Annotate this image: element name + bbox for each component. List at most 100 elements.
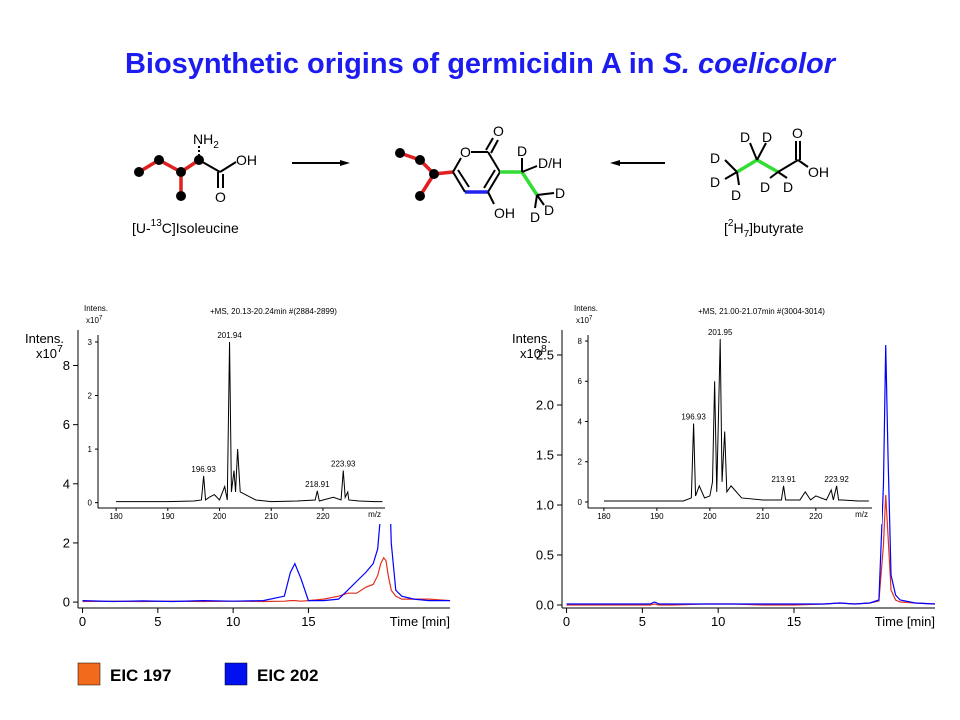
caption-part: H [733, 220, 743, 236]
bond [536, 192, 555, 196]
x-tick-label: 5 [154, 614, 161, 629]
y-tick-label: 6 [63, 417, 70, 432]
y-tick-label: 6 [578, 377, 583, 386]
y-tick-label: 2 [578, 458, 583, 467]
y-axis-label: Intens. [574, 304, 598, 313]
y-tick-label: 1 [88, 445, 93, 454]
y-tick-label: 0.5 [536, 548, 554, 563]
y-tick-label: 2 [63, 535, 70, 550]
subscript: 2 [213, 140, 219, 151]
atom-label: OH [236, 152, 257, 168]
x-tick-label: 0 [79, 614, 86, 629]
arrow [292, 160, 350, 166]
trace-line [82, 356, 450, 603]
atom-label: D [517, 143, 527, 159]
chromatogram: 0.00.51.01.52.02.50 5 10 15Intens.x108Time … [512, 330, 936, 629]
atom-label: D [731, 187, 741, 203]
x-tick-label: 190 [650, 512, 664, 521]
bond [769, 171, 779, 179]
peak-label: 213.91 [771, 475, 796, 484]
inset-background [84, 289, 395, 524]
bond [797, 159, 809, 168]
y-axis-label: Intens. [512, 331, 551, 346]
atom [395, 148, 405, 158]
bond [490, 139, 499, 154]
atom-label: OH [808, 164, 829, 180]
scale-exponent: 7 [589, 314, 593, 321]
superscript: 13 [151, 218, 163, 229]
x-tick-label: 10 [226, 614, 240, 629]
bond [487, 191, 495, 205]
trace-line [566, 344, 936, 605]
y-axis-scale: x107 [576, 314, 593, 325]
bond [520, 171, 539, 196]
y-tick-label: 0 [88, 498, 93, 507]
atom-label: NH2 [193, 131, 219, 151]
y-tick-label: 8 [578, 337, 583, 346]
bond [485, 137, 494, 151]
arrow [610, 160, 665, 166]
bond [536, 194, 545, 206]
arrow-head [610, 160, 620, 166]
peak-label: 223.92 [824, 475, 849, 484]
x-tick-label: 220 [809, 512, 823, 521]
bond [724, 171, 738, 180]
title-organism: S. coelicolor [663, 48, 837, 80]
atom-label: D [555, 185, 565, 201]
butyrate-structure: D D D D D D D O OH [2H7]butyrate [710, 125, 829, 240]
y-tick-label: 4 [578, 417, 583, 426]
x-tick-label: 200 [213, 512, 227, 521]
y-axis-scale: x108 [520, 344, 547, 361]
atom-label: D [710, 174, 720, 190]
atom-label: O [493, 123, 504, 139]
atom [429, 169, 439, 179]
atom-label: D [783, 179, 793, 195]
y-tick-label: 2.0 [536, 398, 554, 413]
slide-title: Biosynthetic origins of germicidin A in … [125, 48, 837, 80]
x-axis-label: Time [min] [875, 614, 935, 629]
y-tick-label: 0 [63, 595, 70, 610]
bond [724, 159, 738, 173]
x-tick-label: 220 [316, 512, 330, 521]
x-tick-label: 210 [265, 512, 279, 521]
atom-label: D/H [538, 155, 562, 171]
spectrum-title: +MS, 21.00-21.07min #(3004-3014) [698, 307, 825, 316]
bond [452, 171, 466, 193]
atom-label: NH [193, 131, 213, 147]
atom [154, 155, 164, 165]
x-axis-label: m/z [368, 510, 381, 519]
atom [194, 155, 204, 165]
x-axis-label: Time [min] [390, 614, 450, 629]
peak-label: 201.95 [708, 328, 733, 337]
legend-swatch [77, 662, 101, 686]
peak-label: 218.91 [305, 480, 330, 489]
peak-label: 196.93 [681, 413, 706, 422]
spectrum-line [603, 339, 869, 502]
x-tick-label: 180 [109, 512, 123, 521]
atom [415, 155, 425, 165]
atom-label: O [792, 125, 803, 141]
atom [134, 167, 144, 177]
x-tick-label: 210 [756, 512, 770, 521]
superscript: 2 [728, 218, 734, 229]
caption-part: C]Isoleucine [162, 220, 239, 236]
isoleucine-structure: NH2 OH O [U-13C]Isoleucine [132, 131, 257, 236]
bond [736, 171, 740, 186]
subscript: 7 [744, 229, 750, 240]
x-axis-label: m/z [855, 510, 868, 519]
x-tick-label: 10 [711, 614, 725, 629]
caption-part: ]butyrate [749, 220, 804, 236]
legend: EIC 197 EIC 202 [77, 662, 318, 686]
inset-background [574, 289, 882, 524]
scale-exponent: 7 [57, 344, 63, 355]
y-tick-label: 0.0 [536, 598, 554, 613]
x-tick-label: 15 [301, 614, 315, 629]
atom-label: O [460, 144, 471, 160]
bond [756, 142, 767, 161]
bond [749, 142, 758, 161]
bond [777, 171, 788, 179]
scale-base: x10 [36, 346, 57, 361]
